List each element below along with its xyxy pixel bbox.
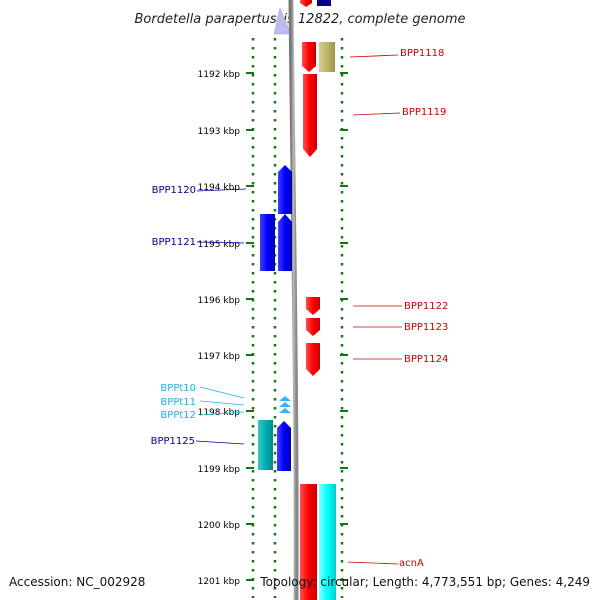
scale-label-1199: 1199 kbp <box>198 465 241 475</box>
label-bppt12[interactable]: BPPt12 <box>160 410 196 421</box>
scale-label-1198: 1198 kbp <box>198 408 241 418</box>
leader-lines <box>195 54 402 565</box>
label-bppt10[interactable]: BPPt10 <box>160 383 196 394</box>
feature-cyan[interactable] <box>319 484 336 600</box>
scale-ticks <box>246 72 254 581</box>
label-bpp1118[interactable]: BPP1118 <box>400 48 444 59</box>
feature-teal[interactable] <box>258 420 273 470</box>
label-bpp1120[interactable]: BPP1120 <box>152 185 196 196</box>
feature-lavender[interactable] <box>273 7 290 35</box>
trna-bppt12[interactable] <box>279 408 291 413</box>
feature-top-navy[interactable] <box>317 0 331 6</box>
scale-label-1192: 1192 kbp <box>198 70 241 80</box>
feature-khaki[interactable] <box>319 42 335 72</box>
genome-backbone <box>288 0 299 600</box>
gene-bpp1122[interactable] <box>306 297 320 315</box>
gene-bpp1124[interactable] <box>306 343 320 376</box>
label-bpp1121[interactable]: BPP1121 <box>152 237 196 248</box>
trna-bppt11[interactable] <box>279 402 291 407</box>
scale-label-1197: 1197 kbp <box>198 352 241 362</box>
gene-bpp1121[interactable] <box>260 214 275 271</box>
gene-bpp1119[interactable] <box>303 74 317 157</box>
feature-top-red[interactable] <box>300 0 312 7</box>
label-bppt11[interactable]: BPPt11 <box>160 397 196 408</box>
map-title: Bordetella parapertussis 12822, complete… <box>135 12 466 27</box>
trna-bppt10[interactable] <box>279 396 291 401</box>
right-ticks <box>340 72 348 581</box>
scale-label-1195: 1195 kbp <box>198 240 241 250</box>
label-bpp1124[interactable]: BPP1124 <box>404 354 448 365</box>
gene-acna[interactable] <box>300 484 317 600</box>
genome-summary-text: Topology: circular; Length: 4,773,551 bp… <box>259 575 590 589</box>
scale-label-1193: 1193 kbp <box>198 127 241 137</box>
scale-label-1196: 1196 kbp <box>198 296 241 306</box>
label-bpp1123[interactable]: BPP1123 <box>404 322 448 333</box>
scale-label-1201: 1201 kbp <box>198 577 241 587</box>
label-bpp1125[interactable]: BPP1125 <box>151 436 195 447</box>
scale-label-1200: 1200 kbp <box>198 521 241 531</box>
gene-bpp1121-b[interactable] <box>278 214 292 271</box>
gene-bpp1120[interactable] <box>278 165 292 214</box>
accession-text: Accession: NC_002928 <box>9 575 145 589</box>
scale-label-1194: 1194 kbp <box>198 183 241 193</box>
gene-bpp1125[interactable] <box>277 421 291 471</box>
label-bpp1119[interactable]: BPP1119 <box>402 107 446 118</box>
label-acna[interactable]: acnA <box>399 558 424 569</box>
gene-bpp1123[interactable] <box>306 318 320 336</box>
label-bpp1122[interactable]: BPP1122 <box>404 301 448 312</box>
gene-bpp1118[interactable] <box>302 42 316 72</box>
